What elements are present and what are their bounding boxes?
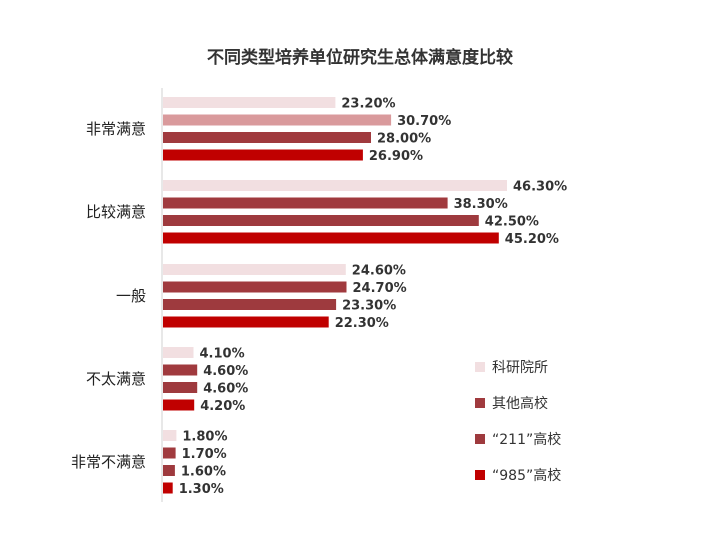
bar <box>163 197 448 209</box>
legend-label: “985”高校 <box>492 467 561 484</box>
bar <box>163 149 363 161</box>
data-label: 23.30% <box>342 299 396 314</box>
bar <box>163 316 329 328</box>
data-label: 23.20% <box>341 97 395 112</box>
legend-label: 科研院所 <box>492 360 548 376</box>
category-label: 一般 <box>116 287 146 305</box>
bar <box>163 281 347 293</box>
bar <box>163 299 337 310</box>
bar <box>163 399 195 411</box>
data-label: 28.00% <box>377 132 431 147</box>
data-label: 4.60% <box>203 364 248 379</box>
value-labels: 23.20%30.70% 28.00% 26.90% 46.30% 38.30% 42.5… <box>179 97 567 498</box>
data-label: 1.60% <box>181 465 226 480</box>
data-label: 42.50% <box>485 215 539 230</box>
bar <box>163 114 392 126</box>
data-label: 26.90% <box>369 149 423 164</box>
data-label: 24.70% <box>353 281 407 296</box>
data-label: 46.30% <box>513 180 567 195</box>
bar <box>163 215 479 226</box>
data-label: 4.60% <box>203 382 248 397</box>
legend-label: 其他高校 <box>492 395 548 412</box>
category-label: 比较满意 <box>86 203 146 221</box>
legend-swatch <box>475 434 485 444</box>
bar <box>163 180 507 191</box>
legend-swatch <box>475 470 485 480</box>
bar <box>163 232 499 244</box>
bar <box>163 364 198 376</box>
data-label: 1.70% <box>182 447 227 462</box>
legend-label: “211”高校 <box>492 431 561 448</box>
chart-title: 不同类型培养单位研究生总体满意度比较 <box>207 47 513 68</box>
bar <box>163 264 346 275</box>
data-label: 4.20% <box>200 399 245 414</box>
legend-swatch <box>475 362 485 372</box>
data-label: 30.70% <box>397 114 451 129</box>
bar <box>163 347 194 358</box>
category-label: 不太满意 <box>86 370 146 388</box>
bar <box>163 447 176 459</box>
data-label: 38.30% <box>454 197 508 212</box>
bar <box>163 132 371 143</box>
data-label: 1.80% <box>182 430 227 445</box>
bar <box>163 482 173 494</box>
data-label: 1.30% <box>179 482 224 497</box>
data-label: 24.60% <box>352 264 406 279</box>
data-label: 4.10% <box>200 347 245 362</box>
category-label: 非常不满意 <box>71 453 146 471</box>
data-label: 45.20% <box>505 232 559 247</box>
bar <box>163 382 198 393</box>
bars <box>163 97 507 494</box>
bar <box>163 465 175 476</box>
data-label: 22.30% <box>335 316 389 331</box>
legend-swatch <box>475 398 485 408</box>
category-label: 非常满意 <box>86 120 146 138</box>
bar <box>163 430 177 441</box>
bar <box>163 97 336 108</box>
